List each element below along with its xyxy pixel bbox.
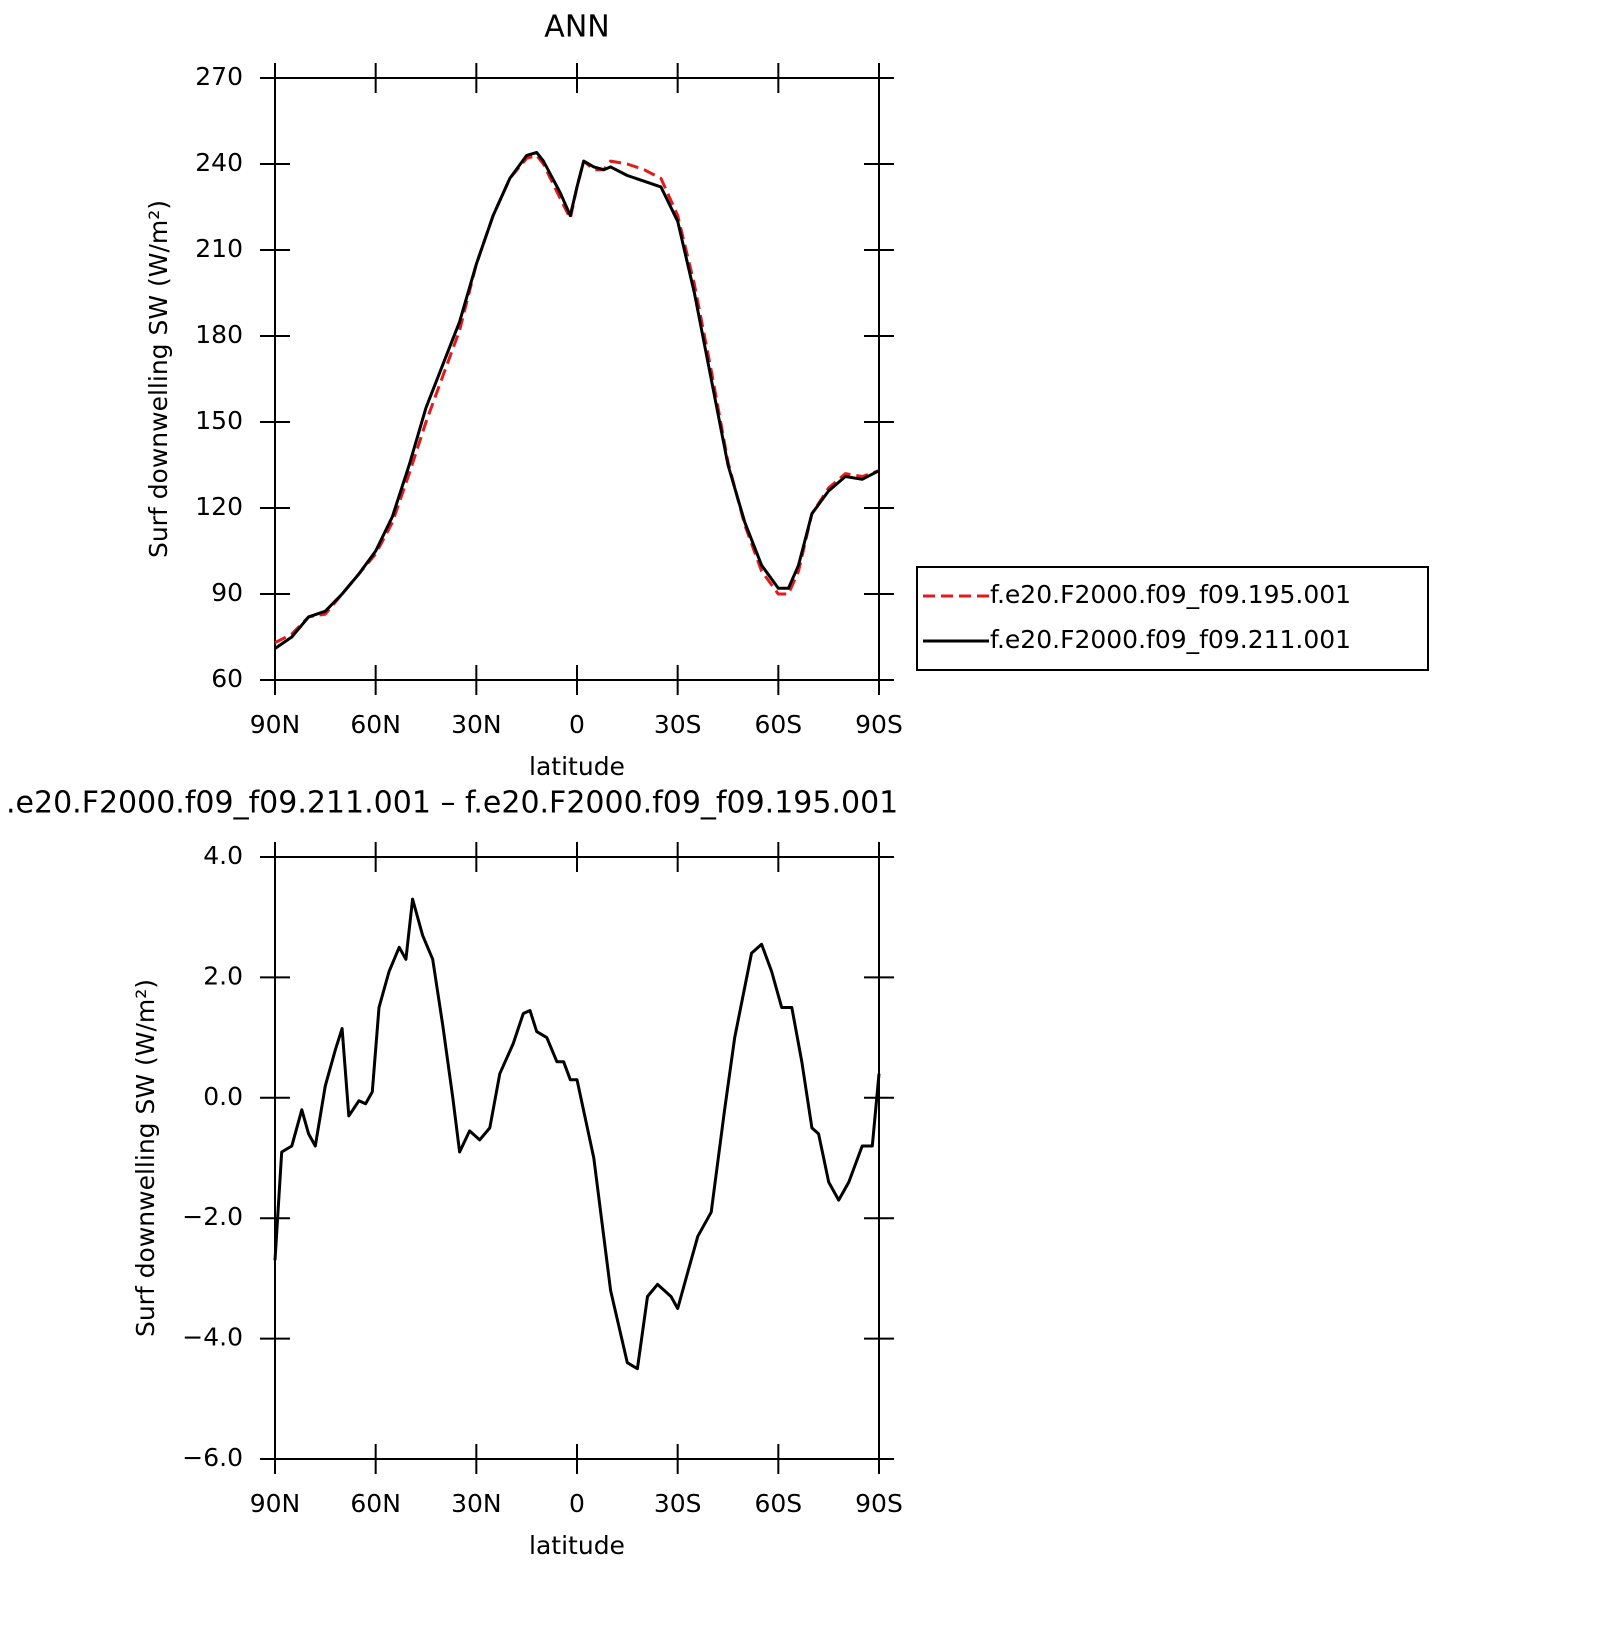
x-tick-label: 0 (569, 1489, 585, 1518)
y-tick-label: 210 (195, 234, 243, 263)
y-tick-label: 60 (211, 664, 243, 693)
x-tick-label: 90N (250, 710, 301, 739)
y-tick-label: −4.0 (182, 1323, 243, 1352)
data-line (274, 153, 880, 645)
x-tick-label: 90S (855, 1489, 903, 1518)
y-tick-label: 180 (195, 320, 243, 349)
chart-title: ANN (544, 10, 609, 45)
x-axis-label: latitude (529, 1531, 625, 1560)
y-axis-label: Surf downwelling SW (W/m²) (144, 200, 173, 558)
x-tick-label: 0 (569, 710, 585, 739)
y-tick-label: 120 (195, 492, 243, 521)
y-axis-label: Surf downwelling SW (W/m²) (131, 979, 160, 1337)
y-tick-label: 0.0 (203, 1082, 243, 1111)
x-tick-label: 90S (855, 710, 903, 739)
y-tick-label: 150 (195, 406, 243, 435)
plot-frame (274, 856, 880, 1460)
x-tick-label: 30S (654, 1489, 702, 1518)
y-tick-label: 240 (195, 148, 243, 177)
x-axis-label: latitude (529, 752, 625, 781)
x-tick-label: 30N (451, 710, 502, 739)
chart-title: .e20.F2000.f09_f09.211.001 – f.e20.F2000… (6, 786, 898, 821)
x-tick-label: 30S (654, 710, 702, 739)
legend-label: f.e20.F2000.f09_f09.211.001 (990, 625, 1351, 654)
x-tick-label: 90N (250, 1489, 301, 1518)
y-tick-label: 270 (195, 62, 243, 91)
y-tick-label: 2.0 (203, 961, 243, 990)
y-tick-label: 4.0 (203, 841, 243, 870)
data-line (274, 151, 880, 650)
legend-label: f.e20.F2000.f09_f09.195.001 (990, 580, 1351, 609)
y-tick-label: −2.0 (182, 1202, 243, 1231)
y-tick-label: −6.0 (182, 1443, 243, 1472)
x-tick-label: 60N (350, 710, 401, 739)
x-tick-label: 60S (754, 1489, 802, 1518)
y-tick-label: 90 (211, 578, 243, 607)
x-tick-label: 30N (451, 1489, 502, 1518)
legend-box (916, 566, 1429, 671)
x-tick-label: 60S (754, 710, 802, 739)
x-tick-label: 60N (350, 1489, 401, 1518)
data-line (273, 897, 881, 1371)
